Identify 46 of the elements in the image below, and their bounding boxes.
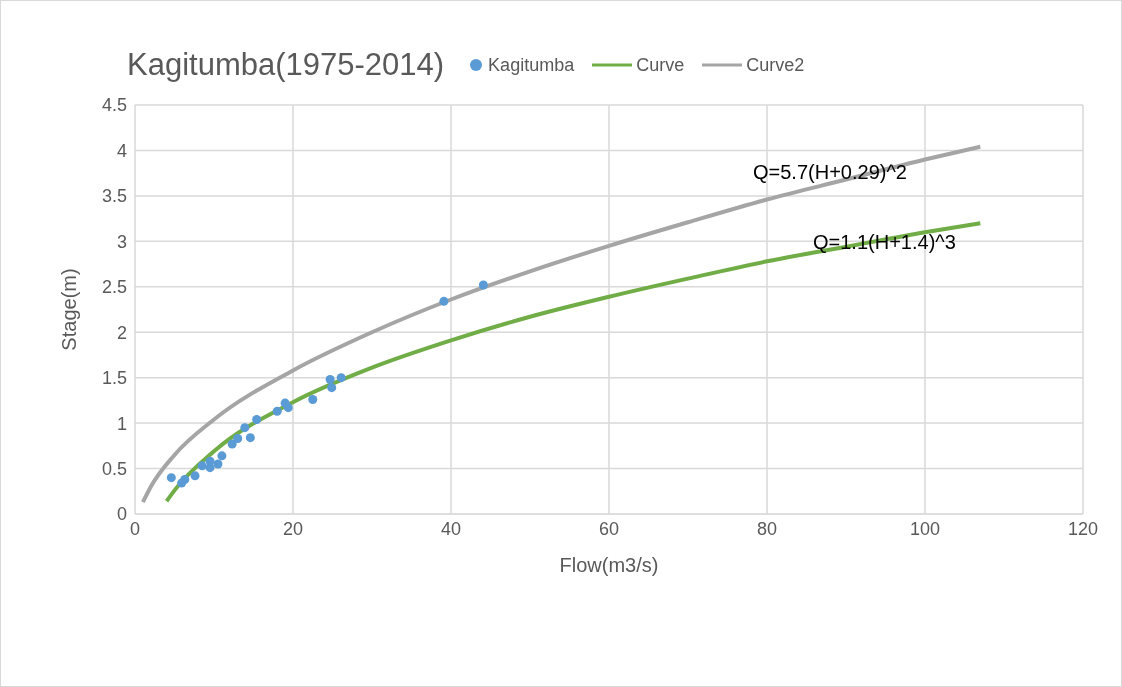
chart-title: Kagitumba(1975-2014): [127, 47, 445, 83]
point: [227, 439, 237, 449]
annotation: Q=5.7(H+0.29)^2: [753, 161, 907, 184]
point: [439, 296, 449, 306]
y-tick-label: 2.5: [101, 277, 127, 298]
x-tick-label: 0: [129, 518, 141, 539]
legend-label: Curve2: [745, 54, 805, 76]
point: [190, 471, 200, 481]
point: [325, 374, 335, 384]
y-tick-label: 0: [116, 504, 127, 525]
point: [272, 406, 282, 416]
x-tick-label: 80: [756, 518, 778, 539]
legend-label: Kagitumba: [487, 54, 575, 76]
y-tick-label: 0.5: [101, 458, 127, 479]
y-tick-label: 3: [116, 231, 127, 252]
line-series: [140, 144, 983, 505]
point: [478, 280, 488, 290]
y-tick-label: 1: [116, 413, 127, 434]
x-tick-label: 40: [440, 518, 462, 539]
point: [308, 394, 318, 404]
x-tick-label: 100: [909, 518, 941, 539]
y-tick-label: 4.5: [101, 95, 127, 116]
x-tick-label: 20: [282, 518, 304, 539]
y-tick-label: 1.5: [101, 368, 127, 389]
point: [197, 461, 207, 471]
line-series: [164, 221, 983, 504]
point: [336, 373, 346, 383]
legend-label: Curve: [635, 54, 685, 76]
point: [283, 403, 293, 413]
point: [245, 433, 255, 443]
x-tick-label: 120: [1067, 518, 1099, 539]
y-axis-title: Stage(m): [58, 268, 81, 351]
point: [327, 383, 337, 393]
point: [217, 451, 227, 461]
point: [213, 459, 223, 469]
x-axis-title: Flow(m3/s): [559, 554, 659, 576]
point: [166, 473, 176, 483]
point: [180, 474, 190, 484]
y-tick-label: 2: [116, 322, 127, 343]
y-tick-label: 3.5: [101, 186, 127, 207]
point: [252, 414, 262, 424]
point: [240, 423, 250, 433]
x-tick-label: 60: [598, 518, 620, 539]
point: [233, 434, 243, 444]
point: [205, 456, 215, 466]
y-tick-label: 4: [116, 140, 127, 161]
